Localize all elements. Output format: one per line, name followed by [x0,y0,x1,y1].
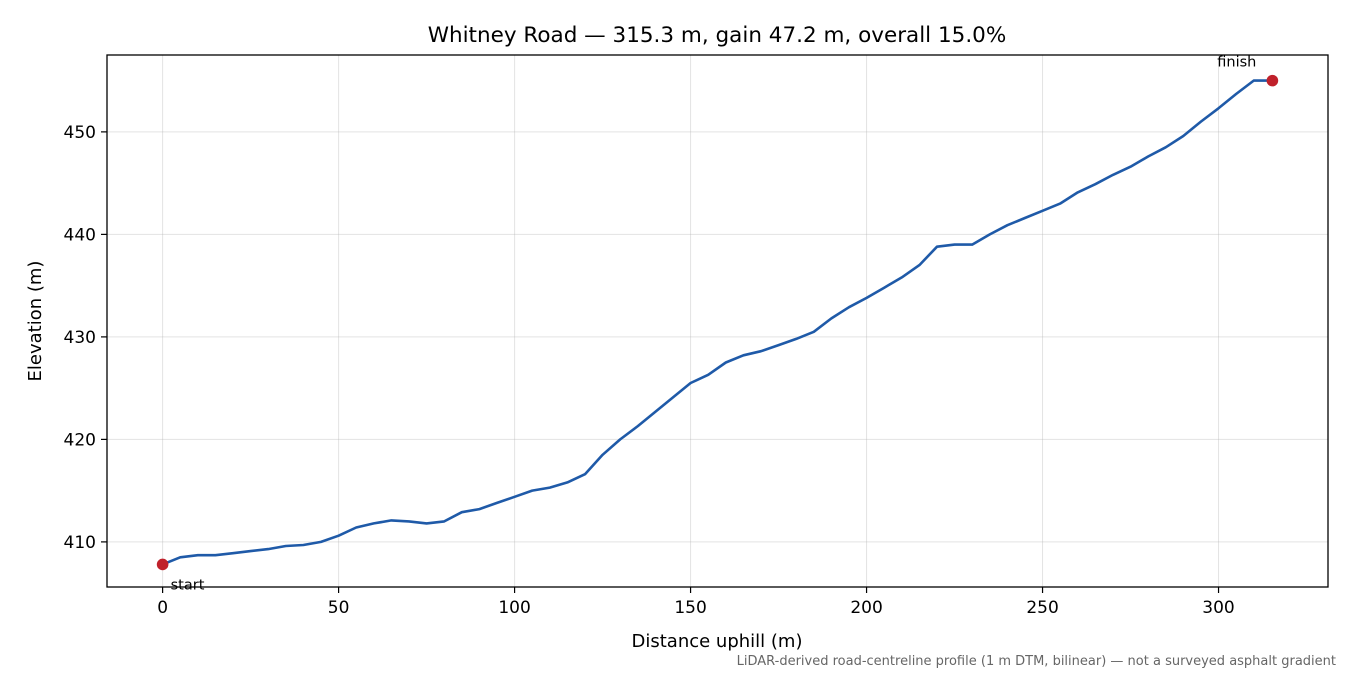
y-tick-label: 440 [64,225,96,245]
endpoint-markers: start finish [156,55,1279,593]
elevation-profile-line [161,79,1274,566]
x-tick-label: 0 [157,598,168,618]
x-tick-label: 50 [328,598,350,618]
x-tick-label: 100 [498,598,530,618]
x-tick-label: 300 [1202,598,1234,618]
x-tick-label: 250 [1026,598,1058,618]
y-tick-label: 450 [64,123,96,143]
start-annotation-label: start [171,577,205,593]
chart-title: Whitney Road — 315.3 m, gain 47.2 m, ove… [428,23,1007,48]
plot-area-frame [106,54,1329,588]
finish-point-marker [1266,74,1279,87]
x-tick-label: 150 [674,598,706,618]
start-point-marker [156,558,169,571]
series-layer [161,79,1274,566]
finish-annotation-label: finish [1217,55,1256,71]
x-axis-label: Distance uphill (m) [632,631,803,652]
y-tick-label: 410 [64,533,96,553]
y-tick-label: 430 [64,328,96,348]
x-axis-ticks: 0 50 100 150 200 250 300 [157,587,1235,618]
y-tick-label: 420 [64,430,96,450]
footnote-text: LiDAR-derived road-centreline profile (1… [737,654,1336,669]
x-tick-label: 200 [850,598,882,618]
gridlines [107,55,1328,587]
y-axis-ticks: 410 420 430 440 450 [64,123,107,553]
y-axis-label: Elevation (m) [25,261,46,382]
